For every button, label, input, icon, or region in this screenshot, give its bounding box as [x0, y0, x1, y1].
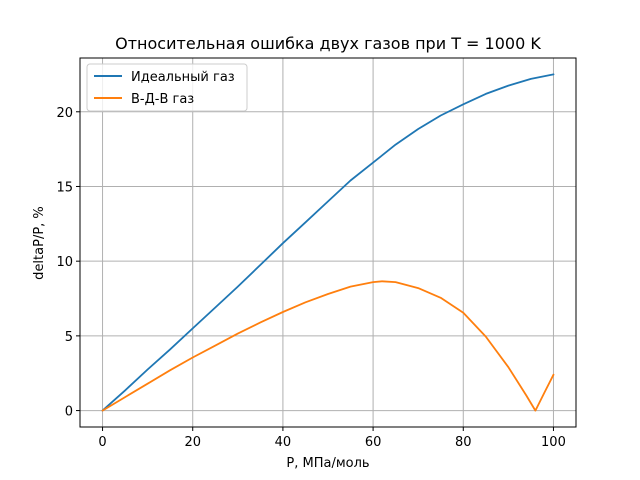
x-tick-label: 80	[455, 435, 472, 450]
y-tick-label: 0	[65, 405, 73, 420]
series-line-vdw-gas	[101, 280, 555, 412]
x-tick-label: 0	[98, 435, 106, 450]
legend: Идеальный газ В-Д-В газ	[86, 63, 248, 112]
x-axis-label: P, МПа/моль	[286, 456, 369, 471]
chart-title: Относительная ошибка двух газов при T = …	[115, 34, 541, 53]
x-tick-label: 60	[365, 435, 382, 450]
plot-frame	[79, 57, 577, 428]
y-axis-label: deltaP/P, %	[32, 206, 47, 280]
legend-label-vdw: В-Д-В газ	[131, 92, 194, 107]
y-tick-label: 20	[56, 106, 73, 121]
y-tick-label: 15	[56, 180, 73, 195]
legend-label-ideal: Идеальный газ	[131, 70, 235, 85]
ticks: 0 20 40 60 80 100 0 5 10 15 20	[56, 106, 565, 450]
x-tick-label: 40	[275, 435, 292, 450]
x-tick-label: 20	[184, 435, 201, 450]
series-line-ideal-gas	[101, 73, 555, 412]
x-tick-label: 100	[541, 435, 566, 450]
y-tick-label: 10	[56, 255, 73, 270]
legend-box	[86, 63, 248, 112]
series-group	[101, 73, 555, 412]
y-tick-label: 5	[65, 330, 73, 345]
